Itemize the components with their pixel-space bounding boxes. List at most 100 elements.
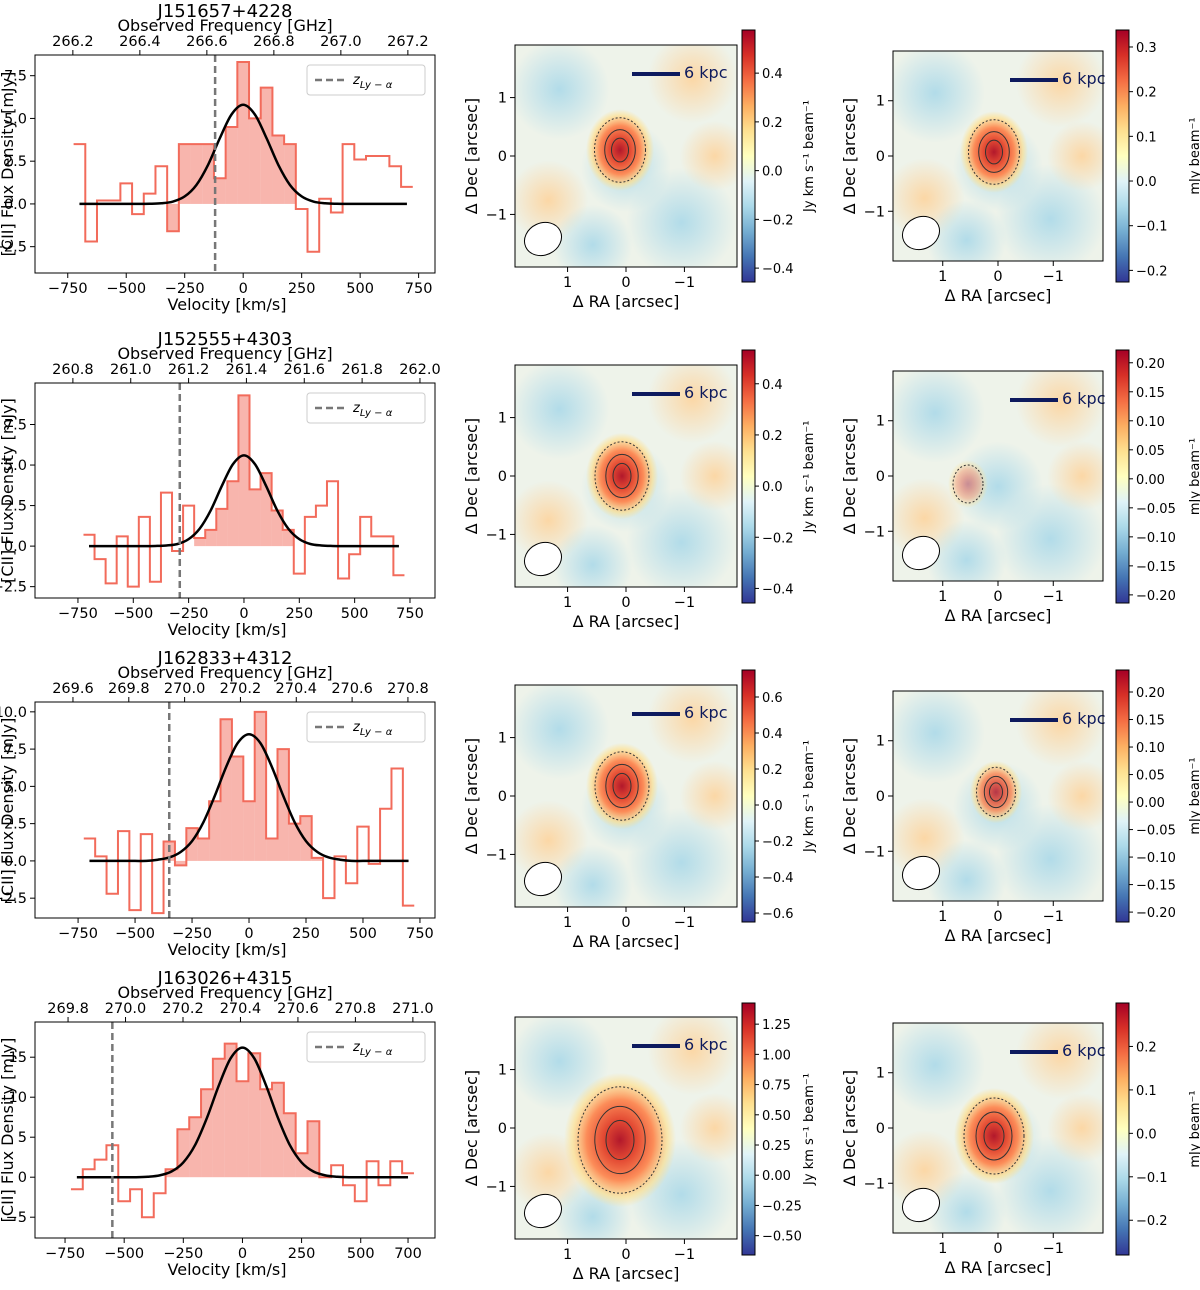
- contour: [612, 462, 632, 490]
- scale-bar-label: 6 kpc: [684, 63, 727, 82]
- colorbar: [741, 349, 756, 604]
- y-tick-label: 0.0: [4, 197, 27, 213]
- shaded-bin: [205, 529, 217, 547]
- map-texture: [893, 51, 985, 143]
- shaded-bin: [288, 823, 301, 861]
- beam: [524, 1193, 562, 1229]
- colorbar-label: mJy beam⁻¹: [1188, 1090, 1200, 1167]
- legend-name: z: [352, 1040, 361, 1055]
- x-tick-label: 0: [993, 589, 1002, 605]
- colorbar-tick-label: 0.00: [762, 1169, 791, 1184]
- y-tick-label: 5.0: [4, 458, 27, 474]
- shaded-bin: [236, 1081, 249, 1178]
- x-tick-label: 500: [346, 281, 374, 297]
- colorbar: [741, 29, 756, 283]
- emission-blob: [586, 109, 654, 191]
- colorbar-tick-label: −0.2: [1136, 1214, 1168, 1229]
- x-tick-label: 1: [938, 269, 947, 285]
- y-tick-label: −2.5: [0, 240, 27, 256]
- contour: [604, 129, 636, 171]
- scale-bar-label: 6 kpc: [1062, 1041, 1105, 1060]
- legend: zLy − α: [306, 1031, 426, 1063]
- x2-tick-label: 270.6: [331, 681, 373, 697]
- colorbar-tick-label: −0.20: [1136, 589, 1176, 604]
- map-image: [893, 371, 1103, 581]
- y-tick-label: 0: [876, 469, 885, 485]
- colorbar-tick-label: 0.3: [1136, 41, 1157, 56]
- x-tick-label: −250: [172, 926, 212, 942]
- shaded-bin: [178, 144, 191, 204]
- contour-outer: [594, 441, 650, 511]
- y-tick-label: −2.5: [0, 891, 27, 907]
- x2-tick-label: 270.8: [387, 681, 429, 697]
- y-tick-label: 10.0: [0, 705, 27, 721]
- x-tick-label: 0: [621, 595, 630, 611]
- y-tick-label: 0.0: [4, 539, 27, 555]
- map-texture: [893, 691, 985, 783]
- x-tick-label: 500: [347, 1246, 375, 1262]
- colorbar-label: mJy beam⁻¹: [1188, 438, 1200, 515]
- shaded-bin: [212, 1058, 225, 1178]
- y-axis-label: [CII] Flux Density [mJy]: [0, 718, 17, 903]
- shaded-bin: [260, 1089, 273, 1178]
- contour: [611, 137, 629, 163]
- x-axis-label: Velocity [km/s]: [168, 1260, 287, 1279]
- x2-axis-label: Observed Frequency [GHz]: [117, 344, 332, 363]
- x-tick-label: 0: [238, 1246, 247, 1262]
- x-axis-label: Velocity [km/s]: [168, 620, 287, 639]
- emission-blob: [954, 1088, 1034, 1184]
- colorbar-tick-label: 0.2: [1136, 86, 1157, 101]
- x-tick-label: −750: [58, 926, 98, 942]
- beam: [524, 861, 562, 897]
- map-texture: [647, 365, 737, 444]
- x2-tick-label: 269.8: [108, 681, 150, 697]
- shaded-bin: [227, 481, 239, 547]
- x-tick-label: 500: [341, 606, 369, 622]
- colorbar-tick-label: −0.50: [762, 1230, 802, 1245]
- x-axis-label: Δ RA [arcsec]: [573, 612, 680, 631]
- shaded-bin: [254, 711, 267, 861]
- spectrum-step: [73, 61, 413, 253]
- contour: [605, 763, 639, 809]
- emission-blob: [948, 460, 988, 508]
- colorbar-tick-label: 0.0: [762, 165, 783, 180]
- shaded-bin: [238, 395, 250, 547]
- map-texture: [1047, 121, 1103, 191]
- scale-bar-label: 6 kpc: [684, 703, 727, 722]
- x2-tick-label: 270.0: [105, 1001, 147, 1017]
- emission-blob: [564, 1072, 676, 1208]
- colorbar-tick-label: 0.15: [1136, 386, 1165, 401]
- x2-tick-label: 260.8: [52, 362, 94, 378]
- x-tick-label: 1: [563, 1247, 572, 1263]
- x-tick-label: 0: [621, 1247, 630, 1263]
- spectrum-panel: zLy − α −750 −500 −250 0 250 500 750 −2.5 0.0 2.5 5…: [0, 648, 436, 959]
- x2-tick-label: 266.2: [52, 34, 94, 50]
- x-axis-label: Δ RA [arcsec]: [945, 286, 1052, 305]
- x-tick-label: −1: [674, 275, 695, 291]
- scale-bar-label: 6 kpc: [1062, 389, 1105, 408]
- colorbar-tick-label: 0.00: [1136, 796, 1165, 811]
- x2-tick-label: 269.8: [47, 1001, 89, 1017]
- map-image: [893, 691, 1103, 901]
- shaded-bin: [220, 719, 232, 861]
- map-texture: [1047, 1093, 1103, 1163]
- x-axis-label: Velocity [km/s]: [168, 940, 287, 959]
- colorbar-tick-label: −0.25: [762, 1199, 802, 1214]
- x2-tick-label: 261.6: [284, 362, 326, 378]
- emission-blob: [960, 111, 1028, 193]
- map-texture: [515, 365, 610, 460]
- colorbar-tick-label: 1.25: [762, 1018, 791, 1033]
- colorbar-label: mJy beam⁻¹: [1188, 117, 1200, 194]
- axes-frame: [34, 701, 436, 919]
- scale-bar-label: 6 kpc: [1062, 709, 1105, 728]
- y-tick-label: 15: [9, 1050, 27, 1066]
- colorbar-tick-label: −0.1: [1136, 1171, 1168, 1186]
- colorbar-tick-label: 0.0: [762, 480, 783, 495]
- y-tick-label: 0: [18, 1170, 27, 1186]
